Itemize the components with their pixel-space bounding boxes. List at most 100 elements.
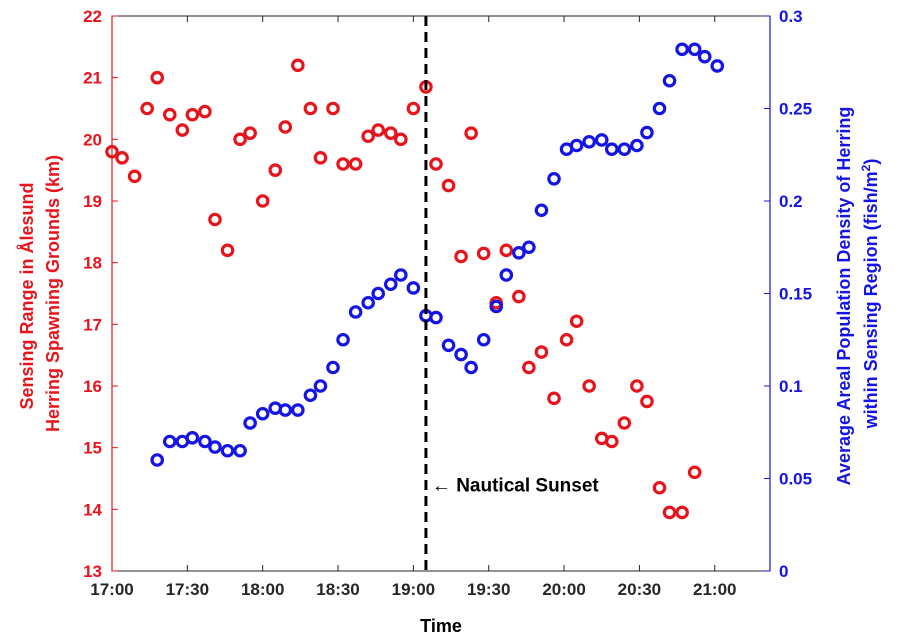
population-density-point (640, 125, 654, 140)
sensing-range-point (175, 123, 190, 137)
population-density-point (454, 347, 468, 362)
left-y-axis-title-line-1: Sensing Range in Ålesund (17, 182, 37, 409)
population-density-point (371, 286, 386, 301)
x-tick-label: 18:00 (241, 580, 284, 599)
right-y-axis-title-superscript: 2 (859, 164, 873, 171)
sensing-range-point (115, 151, 129, 165)
x-tick-label: 19:00 (392, 580, 435, 599)
sensing-range-point (582, 379, 596, 393)
right-y-axis: 0 0.05 0.1 0.15 0.2 0.25 0.3 (764, 7, 812, 581)
sensing-range-point (454, 249, 468, 264)
sensing-range-point (464, 126, 478, 140)
x-tick-label: 20:00 (542, 580, 585, 599)
right-y-axis-title-line-2: within Sensing Region (fish/m (861, 171, 881, 429)
population-density-point (710, 59, 725, 73)
sensing-range-point (208, 212, 222, 227)
right-y-tick-label: 0.25 (779, 100, 812, 119)
population-density-point (534, 203, 549, 218)
population-density-point (582, 135, 596, 149)
sensing-range-point (675, 505, 689, 520)
right-y-tick-label: 0.2 (779, 192, 803, 211)
population-density-point (326, 360, 340, 375)
population-density-point (278, 403, 293, 417)
sensing-range-point (348, 157, 363, 171)
population-density-point (429, 310, 443, 325)
population-density-point (162, 434, 177, 449)
population-density-point (198, 434, 212, 449)
population-density-point (687, 42, 702, 57)
population-density-point (476, 332, 491, 347)
population-density-point (255, 406, 270, 421)
population-density-point (512, 246, 526, 260)
sensing-range-point (569, 314, 584, 329)
left-y-tick-label: 18 (83, 254, 102, 273)
population-density-point (604, 142, 619, 156)
population-density-point (220, 443, 235, 458)
sensing-range-point (326, 101, 340, 116)
sensing-range-point (268, 163, 283, 177)
sensing-range-point (429, 157, 443, 171)
x-tick-label: 21:00 (693, 580, 736, 599)
right-y-tick-label: 0.05 (779, 470, 812, 489)
right-y-axis-title-line-1: Average Areal Population Density of Herr… (834, 107, 854, 486)
sensing-range-point (441, 178, 456, 193)
left-y-axis-title: Sensing Range in Ålesund Herring Spawnin… (17, 155, 63, 432)
population-density-point (291, 403, 305, 417)
right-y-axis-title: Average Areal Population Density of Herr… (834, 102, 881, 486)
sensing-range-point (185, 107, 200, 122)
sensing-range-point (640, 394, 654, 409)
right-y-tick-label: 0.3 (779, 7, 803, 26)
population-density-point (383, 277, 398, 292)
left-series-markers (105, 58, 702, 520)
left-y-tick-label: 22 (83, 7, 102, 26)
x-tick-label: 20:30 (618, 580, 661, 599)
sensing-range-point (559, 332, 574, 347)
sensing-range-point (278, 120, 293, 134)
sensing-range-point (547, 391, 561, 406)
left-y-tick-label: 14 (83, 500, 102, 519)
sensing-range-point (162, 107, 177, 122)
sensing-range-point (233, 132, 247, 147)
sensing-range-point (313, 151, 328, 165)
sensing-range-point (303, 101, 318, 116)
sensing-range-point (291, 58, 305, 73)
left-y-tick-label: 20 (83, 130, 102, 149)
sensing-range-point (630, 379, 644, 393)
population-density-point (499, 268, 514, 282)
population-density-point (522, 240, 536, 255)
sensing-range-point (522, 360, 536, 375)
x-tick-label: 17:30 (166, 580, 209, 599)
population-density-point (662, 73, 677, 88)
population-density-point (594, 133, 609, 147)
sensing-range-point (687, 465, 702, 480)
population-density-point (361, 295, 375, 310)
population-density-point (394, 268, 408, 282)
sensing-range-point (383, 126, 398, 140)
population-density-point (313, 379, 328, 393)
sensing-range-point (336, 157, 350, 171)
sensing-range-point (140, 101, 154, 116)
left-y-tick-label: 16 (83, 377, 102, 396)
left-y-tick-label: 13 (83, 562, 102, 581)
right-y-tick-label: 0.15 (779, 285, 812, 304)
left-y-axis-title-line-2: Herring Spawning Grounds (km) (43, 155, 63, 432)
sensing-range-point (150, 70, 165, 85)
sensing-range-point (255, 194, 270, 208)
right-y-axis-title-close: ) (861, 159, 881, 165)
sensing-range-point (105, 144, 119, 159)
x-tick-label: 17:00 (90, 580, 133, 599)
population-density-point (441, 338, 456, 353)
sensing-range-point (512, 289, 526, 304)
population-density-point (652, 101, 667, 116)
right-series-markers (150, 42, 725, 467)
left-y-axis: 13 14 15 16 17 18 19 20 21 22 (83, 7, 118, 581)
x-axis-title: Time (420, 616, 462, 636)
population-density-point (303, 388, 318, 403)
x-tick-label: 18:30 (316, 580, 359, 599)
population-density-point (150, 453, 165, 467)
sensing-range-point (662, 505, 677, 520)
population-density-point (617, 142, 632, 156)
population-density-point (243, 416, 257, 430)
population-density-point (630, 138, 644, 153)
